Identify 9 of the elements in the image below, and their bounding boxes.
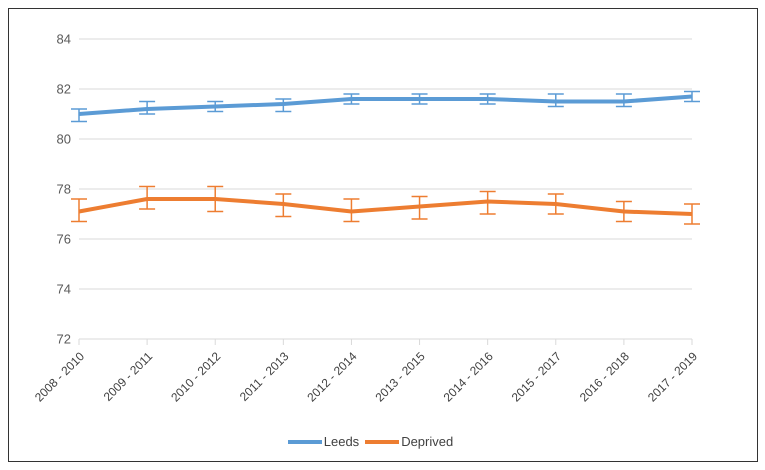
legend-label: Deprived [401,434,454,449]
legend-label: Leeds [324,434,360,449]
y-tick-label: 72 [56,332,71,347]
y-tick-label: 80 [56,132,71,147]
y-tick-label: 76 [56,232,71,247]
y-tick-label: 82 [56,82,71,97]
y-tick-label: 84 [56,32,71,47]
y-tick-label: 78 [56,182,71,197]
y-tick-label: 74 [56,282,71,297]
